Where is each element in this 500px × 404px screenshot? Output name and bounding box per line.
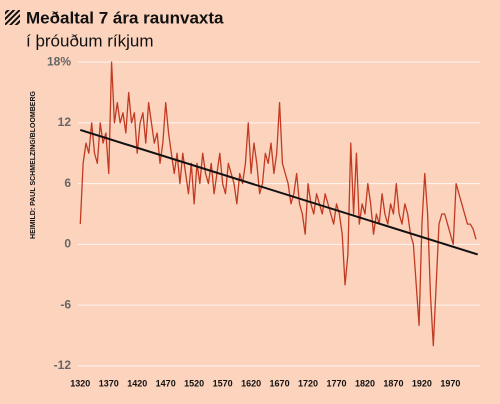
y-tick-label: 6 <box>64 176 71 190</box>
x-tick-label: 1820 <box>355 378 375 388</box>
x-tick-label: 1420 <box>127 378 147 388</box>
x-tick-label: 1570 <box>213 378 233 388</box>
x-tick-label: 1520 <box>184 378 204 388</box>
y-tick-label: -12 <box>54 358 72 372</box>
y-tick-label: -6 <box>60 297 71 311</box>
x-tick-label: 1620 <box>241 378 261 388</box>
y-tick-label: 18% <box>47 54 71 68</box>
data-line <box>79 61 477 347</box>
x-tick-label: 1720 <box>298 378 318 388</box>
x-tick-label: 1770 <box>326 378 346 388</box>
x-tick-label: 1670 <box>270 378 290 388</box>
y-tick-label: 12 <box>58 115 72 129</box>
x-tick-label: 1870 <box>383 378 403 388</box>
source-label: HEIMILD: PAUL SCHMELZING/BLOOMBERG <box>30 90 37 238</box>
x-tick-label: 1370 <box>99 378 119 388</box>
chart-subtitle: í þróuðum ríkjum <box>26 31 154 50</box>
logo-icon <box>5 10 20 25</box>
x-tick-label: 1470 <box>156 378 176 388</box>
x-tick-label: 1970 <box>440 378 460 388</box>
x-tick-label: 1320 <box>70 378 90 388</box>
trend-line <box>79 129 479 256</box>
x-tick-label: 1920 <box>412 378 432 388</box>
chart-title: Meðaltal 7 ára raunvaxta <box>26 8 224 27</box>
y-tick-label: 0 <box>64 237 71 251</box>
